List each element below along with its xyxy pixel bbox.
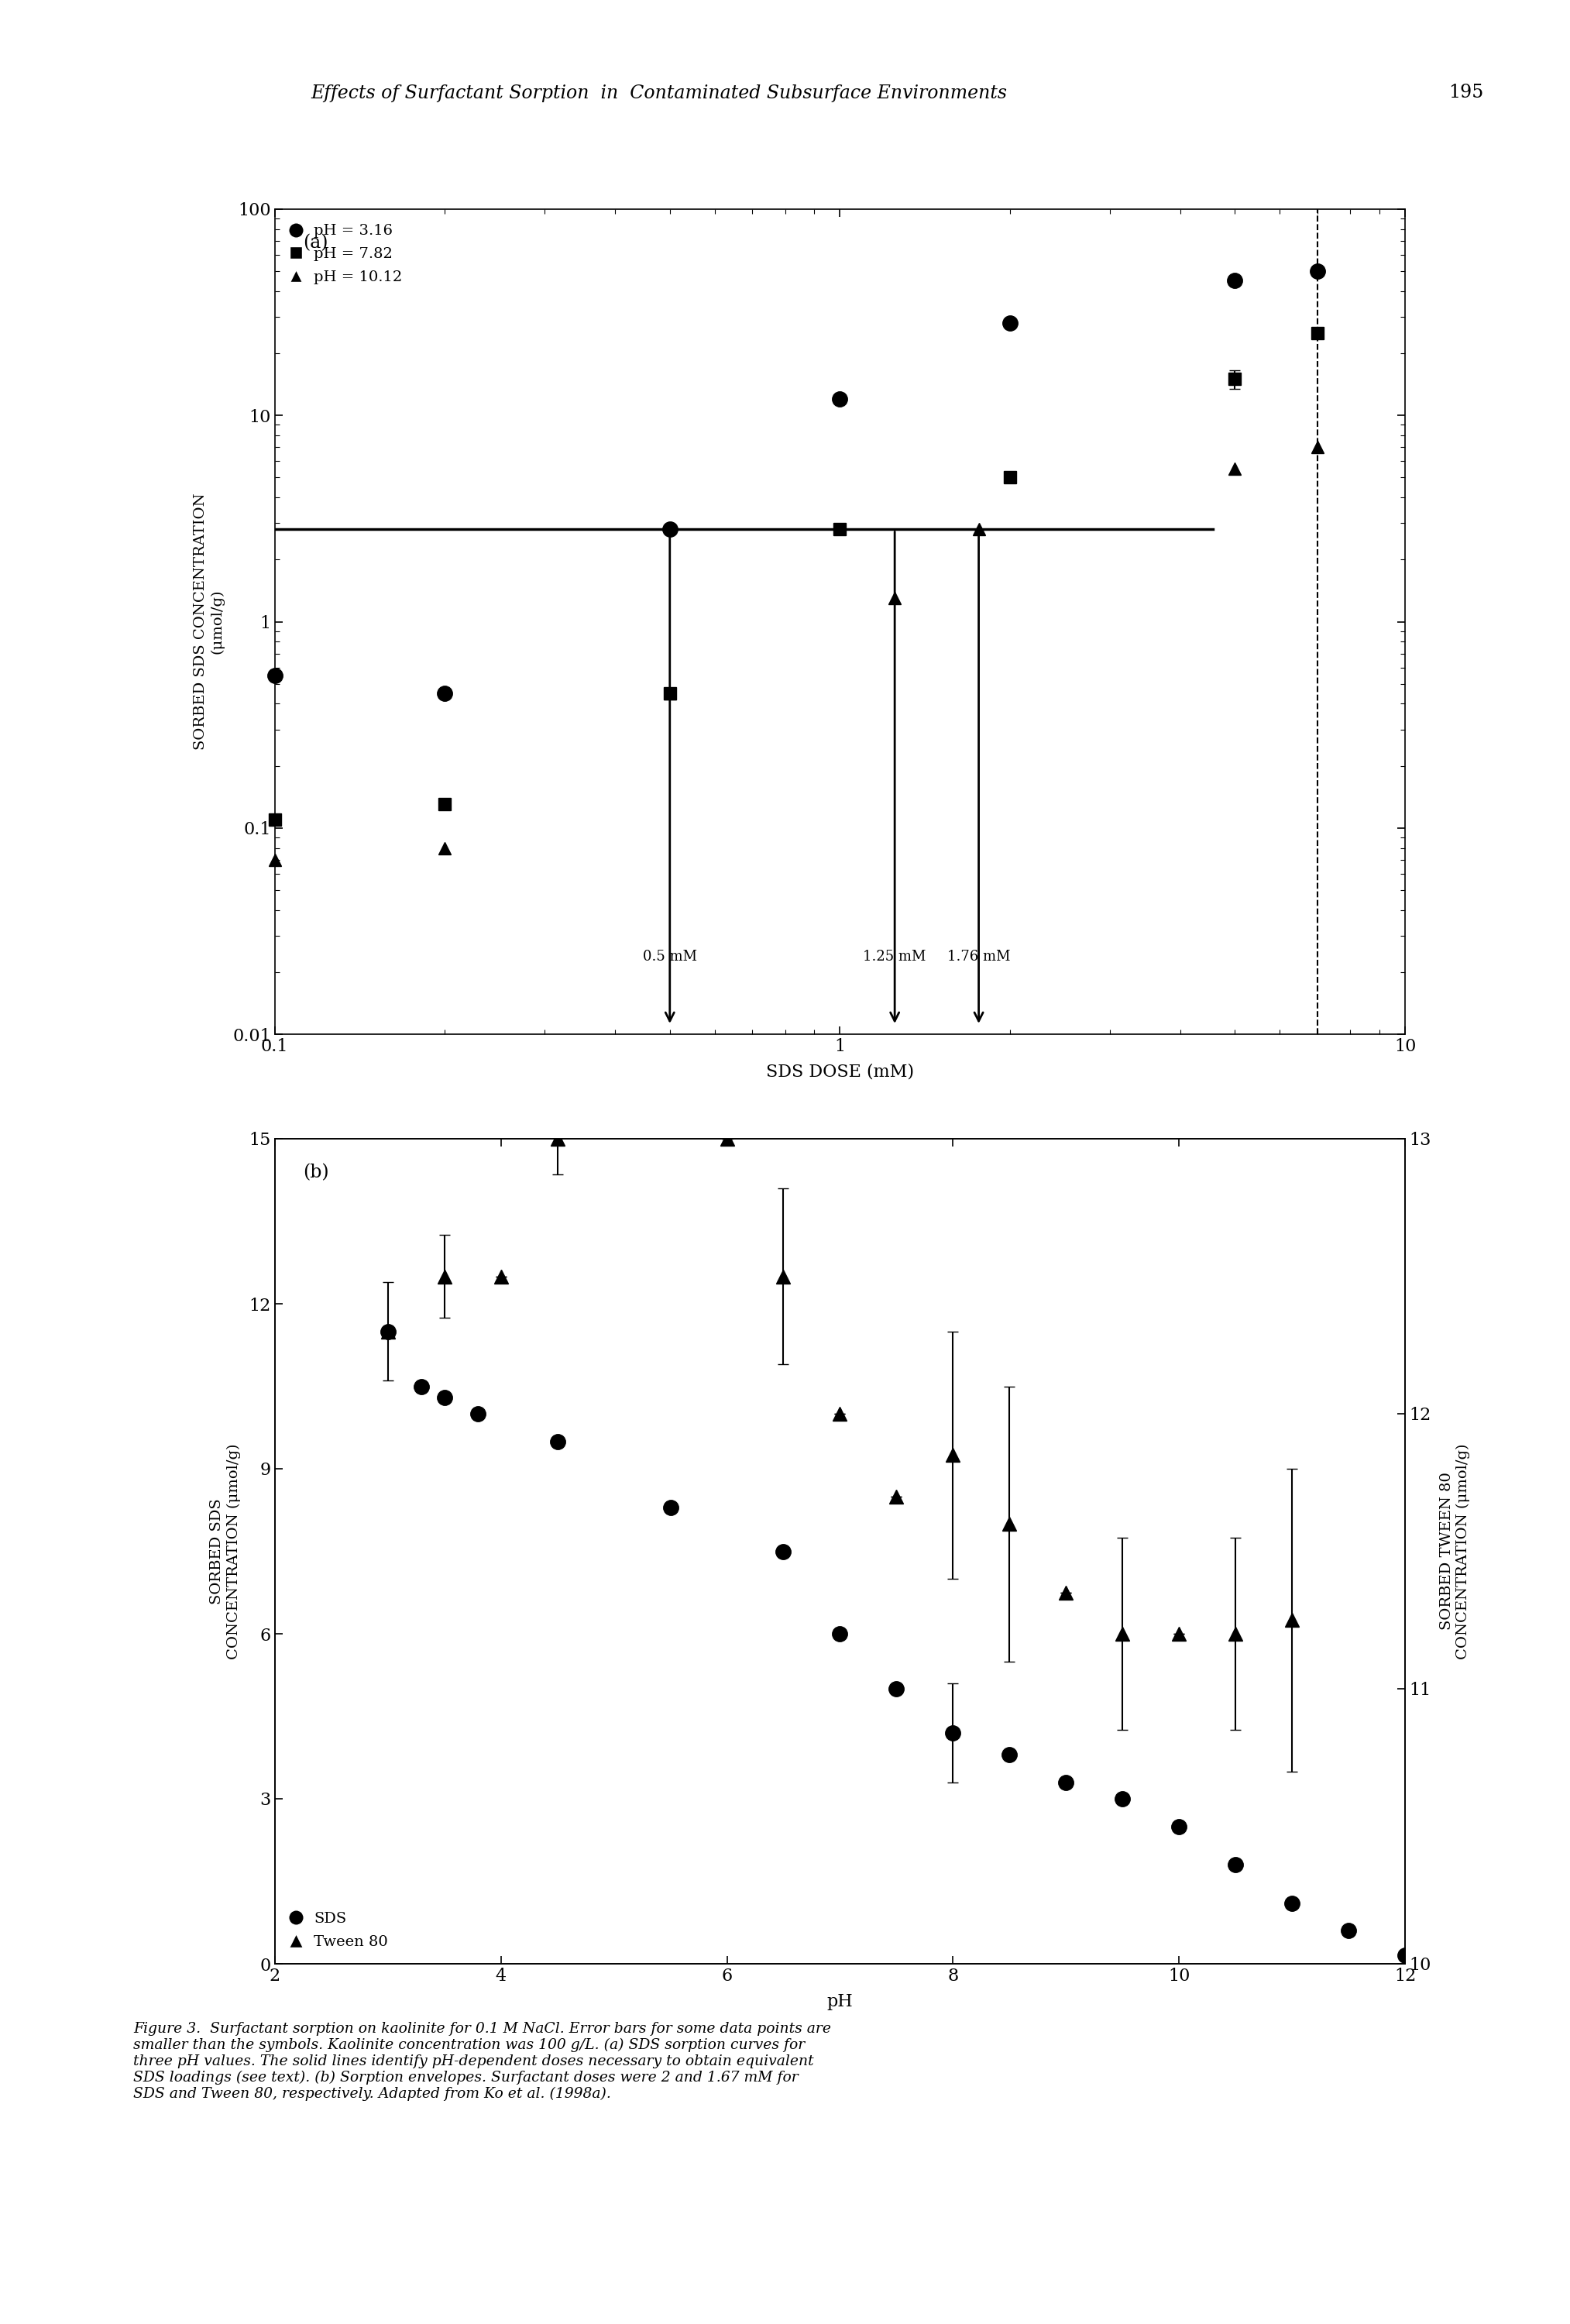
Text: Figure 3.  Surfactant sorption on kaolinite for 0.1 M NaCl. Error bars for some : Figure 3. Surfactant sorption on kaolini… (133, 2022, 831, 2101)
Legend: SDS, Tween 80: SDS, Tween 80 (283, 1903, 396, 1957)
Text: 0.5 mM: 0.5 mM (642, 951, 697, 964)
Y-axis label: SORBED SDS
CONCENTRATION (μmol/g): SORBED SDS CONCENTRATION (μmol/g) (210, 1443, 240, 1659)
Y-axis label: SORBED SDS CONCENTRATION
(μmol/g): SORBED SDS CONCENTRATION (μmol/g) (193, 493, 225, 751)
Text: 195: 195 (1449, 84, 1484, 102)
Y-axis label: SORBED TWEEN 80
CONCENTRATION (μmol/g): SORBED TWEEN 80 CONCENTRATION (μmol/g) (1440, 1443, 1470, 1659)
Text: 1.25 mM: 1.25 mM (864, 951, 926, 964)
Text: 1.76 mM: 1.76 mM (947, 951, 1010, 964)
Text: (a): (a) (303, 235, 328, 251)
Text: Effects of Surfactant Sorption  in  Contaminated Subsurface Environments: Effects of Surfactant Sorption in Contam… (311, 84, 1008, 102)
Legend: pH = 3.16, pH = 7.82, pH = 10.12: pH = 3.16, pH = 7.82, pH = 10.12 (283, 216, 410, 293)
X-axis label: pH: pH (827, 1994, 853, 2010)
X-axis label: SDS DOSE (mM): SDS DOSE (mM) (766, 1064, 914, 1081)
Text: (b): (b) (303, 1164, 330, 1181)
